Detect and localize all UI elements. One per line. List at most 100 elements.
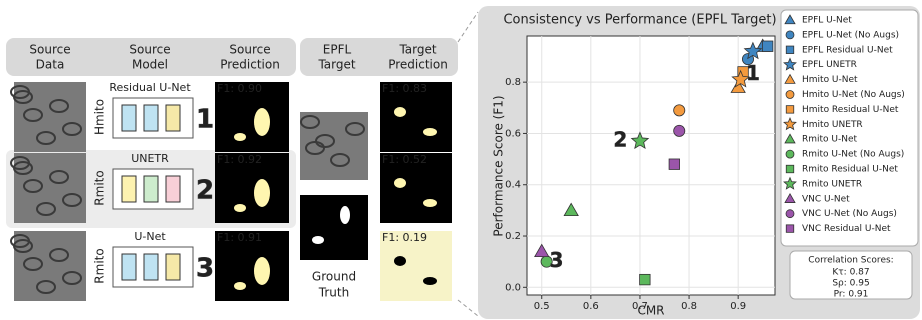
model-block [122, 176, 136, 202]
legend-label: EPFL U-Net [802, 16, 852, 26]
blob [254, 108, 270, 136]
column-header: Prediction [388, 58, 448, 72]
annotation: 3 [550, 248, 564, 272]
connector [458, 12, 478, 42]
legend-marker [786, 91, 794, 99]
point [640, 274, 651, 285]
y-tick-label: 0.2 [505, 231, 521, 242]
model-name: U-Net [134, 230, 166, 243]
blob [394, 178, 406, 188]
model-name: Residual U-Net [109, 81, 191, 94]
point [669, 159, 680, 170]
legend-label: EPFL UNETR [802, 60, 857, 70]
blob [340, 206, 350, 224]
point [762, 41, 773, 52]
legend-label: Hmito U-Net (No Augs) [802, 90, 905, 100]
x-tick-label: 0.9 [730, 301, 746, 312]
target-f1: F1: 0.19 [382, 231, 427, 244]
legend-marker [786, 210, 794, 218]
blob [234, 204, 246, 212]
legend-label: VNC Residual U-Net [802, 224, 891, 234]
model-block [122, 105, 136, 131]
column-header: Target [317, 58, 355, 72]
ground-truth-image [300, 195, 368, 260]
blob [234, 133, 246, 141]
legend-label: Hmito Residual U-Net [802, 105, 899, 115]
x-tick-label: 0.6 [583, 301, 599, 312]
column-header: EPFL [323, 43, 352, 57]
row-domain: Rmito [93, 170, 107, 205]
ground-truth-label: Truth [318, 286, 349, 300]
ground-truth-label: Ground [312, 270, 356, 284]
legend-marker [786, 165, 794, 173]
x-tick-label: 0.7 [632, 301, 648, 312]
legend-label: EPFL U-Net (No Augs) [802, 30, 899, 40]
target-f1: F1: 0.83 [382, 82, 427, 95]
point [674, 125, 685, 136]
annotation: 2 [613, 128, 627, 152]
legend-label: Hmito U-Net [802, 75, 858, 85]
blob [423, 277, 437, 285]
correlation-line: Kτ: 0.87 [832, 268, 869, 278]
row-domain: Hmito [93, 99, 107, 135]
connector [458, 300, 478, 316]
legend-marker [786, 225, 794, 233]
legend-label: Rmito Residual U-Net [802, 165, 898, 175]
y-tick-label: 0.8 [505, 77, 521, 88]
column-header: Target [398, 43, 436, 57]
model-block [144, 254, 158, 280]
legend-marker [786, 106, 794, 114]
column-header: Source [29, 43, 70, 57]
model-block [144, 176, 158, 202]
y-tick-label: 0.0 [505, 282, 521, 293]
source-f1: F1: 0.90 [217, 82, 262, 95]
source-f1: F1: 0.91 [217, 231, 262, 244]
y-tick-label: 0.6 [505, 128, 521, 139]
row-domain: Rmito [93, 248, 107, 283]
x-tick-label: 0.5 [534, 301, 550, 312]
x-tick-label: 0.8 [681, 301, 697, 312]
target-image [300, 112, 368, 180]
model-name: UNETR [131, 152, 169, 165]
y-tick-label: 0.4 [505, 180, 521, 191]
model-block [144, 105, 158, 131]
source-f1: F1: 0.92 [217, 153, 262, 166]
correlation-title: Correlation Scores: [808, 256, 893, 266]
blob [423, 199, 437, 207]
legend-label: EPFL Residual U-Net [802, 45, 893, 55]
blob [234, 282, 246, 290]
model-block [166, 176, 180, 202]
legend-label: VNC U-Net [802, 194, 850, 204]
legend-marker [786, 150, 794, 158]
target-f1: F1: 0.52 [382, 153, 427, 166]
blob [423, 128, 437, 136]
figure: Consistency vs Performance (EPFL Target)… [0, 0, 922, 320]
annotation: 1 [746, 61, 760, 85]
blob [312, 236, 324, 244]
column-header: Source [229, 43, 270, 57]
blob [254, 179, 270, 207]
model-number: 2 [196, 176, 214, 206]
legend-marker [786, 46, 794, 54]
column-header: Data [36, 58, 65, 72]
y-axis-label: Performance Score (F1) [492, 95, 506, 236]
legend-label: Rmito UNETR [802, 179, 862, 189]
correlation-line: Sρ: 0.95 [832, 279, 869, 289]
column-header: Source [129, 43, 170, 57]
column-header: Prediction [220, 58, 280, 72]
blob [394, 256, 406, 266]
correlation-line: Pr: 0.91 [834, 290, 869, 300]
chart-title: Consistency vs Performance (EPFL Target) [503, 13, 776, 28]
model-block [166, 105, 180, 131]
legend-label: Rmito U-Net (No Augs) [802, 150, 904, 160]
legend-label: VNC U-Net (No Augs) [802, 209, 897, 219]
legend-label: Hmito UNETR [802, 120, 863, 130]
model-number: 1 [196, 105, 214, 135]
column-header: Model [132, 58, 168, 72]
model-number: 3 [196, 254, 214, 284]
legend-marker [786, 31, 794, 39]
blob [254, 257, 270, 285]
model-block [166, 254, 180, 280]
point [674, 105, 685, 116]
model-block [122, 254, 136, 280]
